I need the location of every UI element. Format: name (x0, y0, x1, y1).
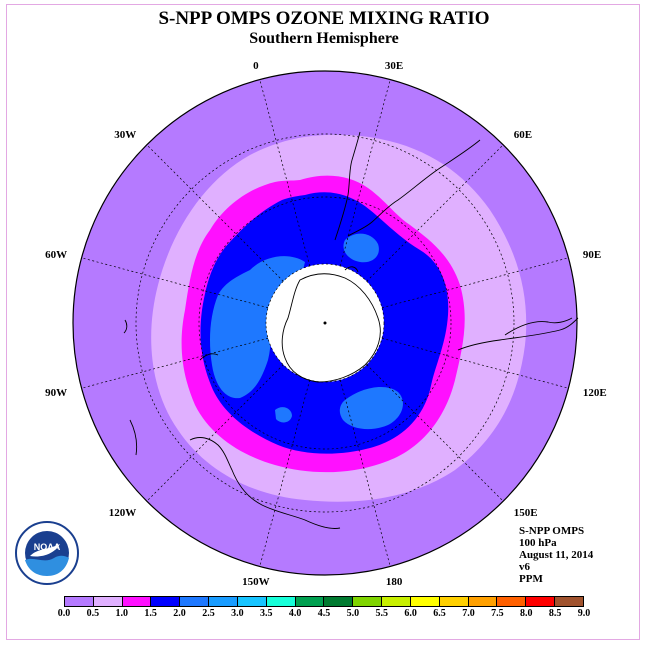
latitude-ring-inner (265, 263, 385, 383)
longitude-label: 0 (253, 60, 259, 72)
latitude-ring-outer (135, 133, 515, 513)
longitude-label: 60W (45, 249, 67, 261)
longitude-label: 120E (583, 387, 607, 399)
colorbar-swatch (497, 597, 527, 606)
colorbar-swatch (324, 597, 354, 606)
level-2.0-2.5-north (343, 233, 379, 263)
longitude-label: 30E (385, 60, 403, 72)
colorbar-swatch (180, 597, 210, 606)
new-zealand-coast (123, 319, 138, 456)
colorbar-swatch (122, 597, 152, 606)
longitude-labels: 90W 60W 30W 0 30E 60E 90E 120E 150E 180 150W 120W (45, 60, 607, 588)
colorbar-tick-label: 3.0 (231, 608, 244, 619)
colorbar-tick-label: 5.5 (375, 608, 389, 619)
longitude-label: 60E (514, 129, 532, 141)
colorbar-tick-label: 1.5 (144, 608, 157, 619)
longitude-label: 30W (114, 129, 136, 141)
africa-coast (457, 317, 579, 351)
latitude-ring-mid (198, 196, 452, 450)
meridian-line (339, 379, 391, 567)
level-2.0-2.5-south (275, 407, 292, 423)
colorbar-tick-label: 0.0 (57, 608, 71, 619)
colorbar (64, 596, 584, 607)
colorbar-tick-label: 2.5 (202, 608, 215, 619)
info-version: v6 (519, 561, 530, 573)
meridian-line (81, 337, 269, 389)
longitude-label: 90E (583, 249, 601, 261)
meridians (81, 79, 569, 567)
colorbar-swatch (439, 597, 469, 606)
colorbar-swatch (555, 597, 583, 606)
colorbar-swatch (93, 597, 123, 606)
colorbar-tick-label: 7.5 (491, 608, 504, 619)
colorbar-swatch (353, 597, 383, 606)
australia-coast (189, 353, 341, 529)
colorbar-swatch (151, 597, 181, 606)
longitude-label: 180 (386, 576, 403, 588)
south-america-coast (334, 131, 481, 241)
colorbar-swatch (209, 597, 238, 606)
meridian-line (81, 257, 269, 309)
graticule (81, 79, 569, 567)
coastlines (123, 131, 579, 529)
colorbar-tick-label: 5.0 (346, 608, 360, 619)
colorbar-swatch (382, 597, 411, 606)
level-2.0-2.5-east (339, 386, 403, 430)
noaa-logo-text: NOAA (34, 542, 61, 552)
meridian-line (366, 364, 504, 502)
map-subtitle: Southern Hemisphere (249, 30, 399, 47)
figure-frame (6, 4, 640, 640)
colorbar-tick-label: 2.0 (173, 608, 186, 619)
colorbar-swatch (468, 597, 498, 606)
info-instrument: S-NPP OMPS (519, 525, 585, 537)
colorbar-tick-label: 8.0 (519, 608, 533, 619)
meridian-line (146, 364, 284, 502)
antarctica-coast (281, 266, 381, 383)
colorbar-swatch (237, 597, 267, 606)
noaa-logo: NOAA (14, 520, 80, 591)
colorbar-swatch (295, 597, 325, 606)
colorbar-tick-label: 4.0 (288, 608, 302, 619)
colorbar-swatch (526, 597, 556, 606)
map-boundary (72, 70, 578, 576)
colorbar-tick-label: 6.5 (433, 608, 446, 619)
colorbar-swatch (410, 597, 440, 606)
colorbar-tick-label: 8.5 (548, 608, 562, 619)
meridian-line (381, 337, 569, 389)
colorbar-tick-label: 0.5 (86, 608, 100, 619)
colorbar-tick-label: 1.0 (115, 608, 129, 619)
colorbar-tick-label: 9.0 (577, 608, 591, 619)
map-title: S-NPP OMPS OZONE MIXING RATIO (158, 8, 490, 29)
longitude-label: 120W (109, 507, 137, 519)
meridian-line (259, 79, 311, 267)
meridian-line (366, 144, 504, 282)
meridian-line (381, 257, 569, 309)
info-date: August 11, 2014 (519, 549, 594, 561)
colorbar-tick-label: 4.5 (317, 608, 331, 619)
meridian-line (339, 79, 391, 267)
info-block: S-NPP OMPS 100 hPa August 11, 2014 v6 PP… (519, 525, 593, 585)
meridian-line (146, 144, 284, 282)
colorbar-tick-label: 6.0 (404, 608, 417, 619)
colorbar-swatch (266, 597, 296, 606)
colorbar-swatch (65, 597, 94, 606)
info-level: 100 hPa (519, 537, 557, 549)
south-pole-marker (323, 321, 327, 325)
info-units: PPM (519, 573, 543, 585)
colorbar-tick-label: 3.5 (259, 608, 273, 619)
longitude-label: 150W (242, 576, 270, 588)
meridian-line (259, 379, 311, 567)
colorbar-tick-label: 7.0 (462, 608, 475, 619)
longitude-label: 150E (514, 507, 538, 519)
longitude-label: 90W (45, 387, 67, 399)
